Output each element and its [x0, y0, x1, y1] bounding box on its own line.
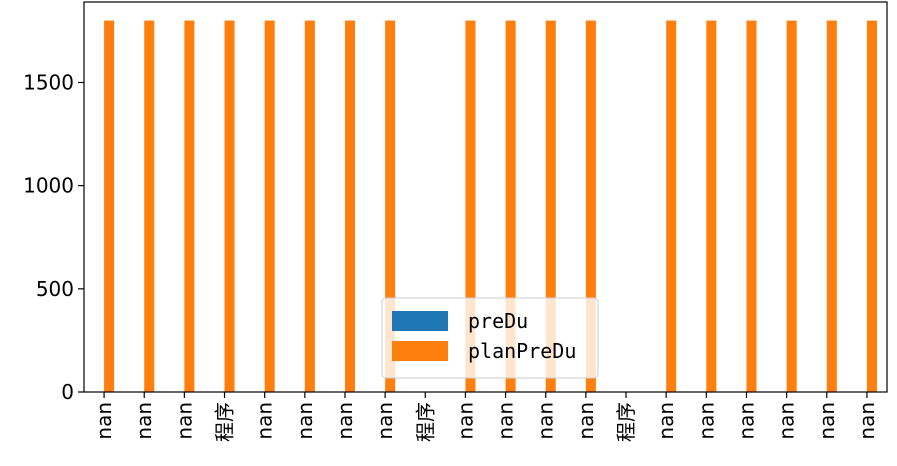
y-tick-label: 500 [36, 277, 74, 301]
bar-planPreDu-18 [826, 20, 837, 392]
x-tick-label: nan [494, 402, 518, 440]
legend-label-preDu: preDu [468, 309, 528, 333]
bar-planPreDu-0 [104, 20, 115, 392]
legend-label-planPreDu: planPreDu [468, 339, 576, 363]
bar-planPreDu-11 [545, 20, 556, 392]
x-tick-label: nan [694, 402, 718, 440]
x-tick-label: 程序 [413, 402, 437, 442]
x-tick-label: nan [172, 402, 196, 440]
bar-planPreDu-16 [746, 20, 757, 392]
bar-planPreDu-15 [706, 20, 717, 392]
x-tick-label: 程序 [614, 402, 638, 442]
bar-planPreDu-5 [304, 20, 315, 392]
legend-swatch-planPreDu [392, 341, 448, 361]
x-tick-label: nan [574, 402, 598, 440]
x-tick-label: nan [293, 402, 317, 440]
x-tick-label: nan [855, 402, 879, 440]
bar-planPreDu-19 [866, 20, 877, 392]
x-tick-label: nan [92, 402, 116, 440]
bar-planPreDu-6 [344, 20, 356, 392]
bar-planPreDu-10 [505, 20, 516, 392]
x-tick-label: nan [453, 402, 477, 440]
y-tick-label: 1000 [23, 174, 74, 198]
y-tick-label: 1500 [23, 70, 74, 94]
x-tick-label: nan [534, 402, 558, 440]
bar-planPreDu-4 [264, 20, 275, 392]
x-tick-label: nan [333, 402, 357, 440]
bar-planPreDu-14 [666, 20, 677, 392]
bar-planPreDu-3 [224, 20, 235, 392]
y-tick-label: 0 [61, 380, 74, 404]
x-tick-label: nan [775, 402, 799, 440]
bar-planPreDu-17 [786, 20, 797, 392]
x-tick-label: 程序 [213, 402, 237, 442]
x-tick-label: nan [132, 402, 156, 440]
bar-planPreDu-7 [385, 20, 396, 392]
bar-planPreDu-2 [184, 20, 195, 392]
x-tick-label: nan [253, 402, 277, 440]
x-tick-label: nan [734, 402, 758, 440]
bar-planPreDu-1 [144, 20, 155, 392]
plot-frame [83, 1, 888, 393]
x-tick-label: nan [373, 402, 397, 440]
x-tick-label: nan [815, 402, 839, 440]
legend-swatch-preDu [392, 311, 448, 331]
x-tick-label: nan [654, 402, 678, 440]
bar-planPreDu-9 [465, 20, 476, 392]
bar-planPreDu-12 [585, 20, 596, 392]
